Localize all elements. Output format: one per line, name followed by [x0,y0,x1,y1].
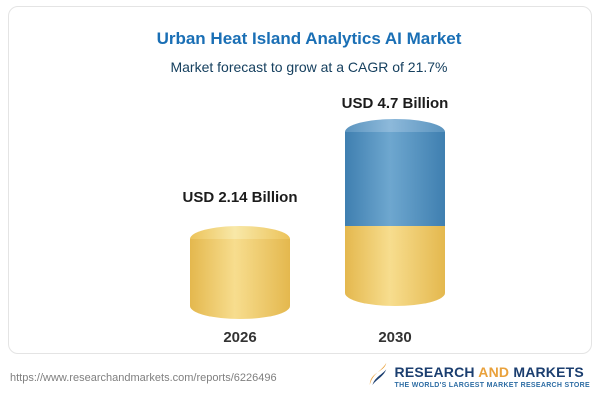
value-label-2026: USD 2.14 Billion [182,189,298,206]
logo-swoosh-icon [367,361,389,392]
x-axis-label-2026: 2026 [223,329,257,346]
logo-word-and: AND [478,364,510,380]
logo-word-markets: MARKETS [513,364,584,380]
chart-card: Urban Heat Island Analytics AI Market Ma… [8,6,592,354]
x-axis-label-2030: 2030 [378,329,412,346]
page-subtitle: Market forecast to grow at a CAGR of 21.… [170,59,448,75]
logo-word-research: RESEARCH [394,364,475,380]
bar-2026-body [190,239,290,319]
bar-2030 [345,119,445,306]
bar-2026 [190,226,290,319]
page-title: Urban Heat Island Analytics AI Market [156,29,462,48]
logo-tagline: THE WORLD'S LARGEST MARKET RESEARCH STOR… [394,382,590,389]
logo-text: RESEARCH AND MARKETS THE WORLD'S LARGEST… [395,364,590,389]
bar-2030-yellow-segment [345,226,445,306]
report-url-link[interactable]: https://www.researchandmarkets.com/repor… [10,372,277,384]
bar-2030-blue-segment [345,132,445,239]
logo-wordmark: RESEARCH AND MARKETS [395,364,590,380]
value-label-2030: USD 4.7 Billion [341,95,449,112]
research-and-markets-logo: RESEARCH AND MARKETS THE WORLD'S LARGEST… [367,361,590,392]
